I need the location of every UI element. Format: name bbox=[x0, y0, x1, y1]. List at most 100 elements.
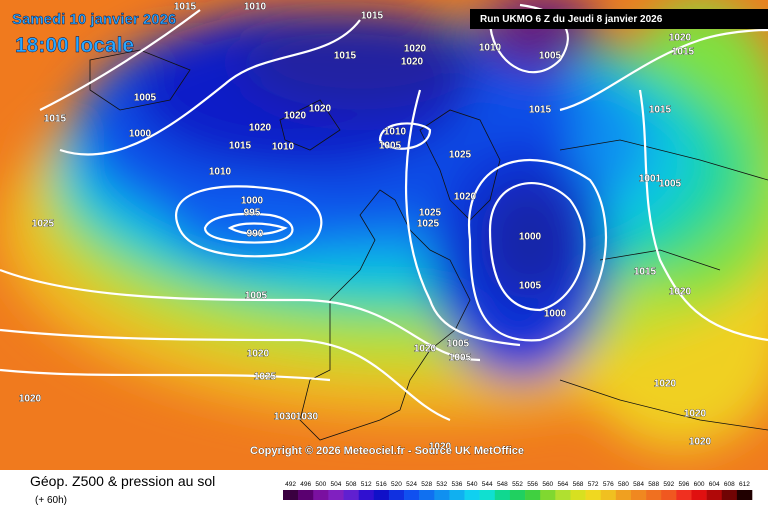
colorbar-swatch bbox=[509, 490, 526, 500]
isobar-label: 1020 bbox=[401, 57, 424, 68]
isobar-label: 1015 bbox=[361, 11, 384, 22]
colorbar-label: 492 bbox=[285, 481, 296, 488]
colorbar-swatch bbox=[298, 490, 314, 500]
field: 1015 101010151020101510201010100510201015… bbox=[0, 0, 768, 470]
colorbar-label: 516 bbox=[376, 481, 387, 488]
isobar-label: 995 bbox=[244, 208, 261, 219]
isobar-label: 1005 bbox=[134, 93, 157, 104]
colorbar-swatch bbox=[555, 490, 571, 500]
colorbar-label: 576 bbox=[603, 481, 614, 488]
colorbar-label: 520 bbox=[391, 481, 402, 488]
isobar-label: 1010 bbox=[244, 2, 267, 13]
isobar-label: 1020 bbox=[247, 349, 270, 360]
colorbar-swatch bbox=[676, 490, 692, 500]
colorbar-label: 584 bbox=[633, 481, 644, 488]
valid-date: Samedi 10 janvier 2026 bbox=[12, 11, 176, 28]
colorbar-label: 496 bbox=[300, 481, 311, 488]
colorbar-swatch bbox=[706, 490, 723, 500]
colorbar-label: 564 bbox=[557, 481, 568, 488]
colorbar-label: 508 bbox=[346, 481, 357, 488]
colorbar-swatch bbox=[479, 490, 496, 500]
isobar-label: 1015 bbox=[672, 47, 695, 58]
isobar-label: 1015 bbox=[649, 105, 672, 116]
colorbar-label: 592 bbox=[663, 481, 674, 488]
colorbar-label: 568 bbox=[573, 481, 584, 488]
colorbar-label: 572 bbox=[588, 481, 599, 488]
colorbar-swatch bbox=[464, 490, 480, 500]
isobar-label: 1015 bbox=[174, 2, 197, 13]
isobar-label: 1020 bbox=[669, 287, 692, 298]
isobar-label: 1020 bbox=[19, 394, 42, 405]
isobar-label: 1010 bbox=[384, 127, 407, 138]
isobar-label: 1015 bbox=[44, 114, 67, 125]
isobar-label: 1020 bbox=[249, 123, 272, 134]
colorbar-label: 552 bbox=[512, 481, 523, 488]
colorbar-swatch bbox=[343, 490, 359, 500]
colorbar-swatch bbox=[721, 490, 738, 500]
colorbar: 492 496 500 504 508 512 516 520 524 528 532 536 540 5… bbox=[283, 481, 753, 500]
colorbar-swatch bbox=[661, 490, 677, 500]
colorbar-label: 524 bbox=[406, 481, 417, 488]
colorbar-swatch bbox=[434, 490, 450, 500]
run-box bbox=[470, 9, 768, 29]
isobar-label: 1020 bbox=[429, 442, 452, 453]
colorbar-swatch bbox=[328, 490, 344, 500]
run-info: Run UKMO 6 Z du Jeudi 8 janvier 2026 bbox=[480, 14, 663, 25]
valid-time: 18:00 locale bbox=[15, 34, 134, 57]
isobar-label: 1005 bbox=[519, 281, 542, 292]
isobar-label: 1005 bbox=[449, 353, 472, 364]
colorbar-label: 604 bbox=[709, 481, 720, 488]
colorbar-label: 556 bbox=[527, 481, 538, 488]
colorbar-label: 512 bbox=[361, 481, 372, 488]
isobar-label: 1020 bbox=[404, 44, 427, 55]
colorbar-label: 596 bbox=[678, 481, 689, 488]
isobar-label: 1010 bbox=[209, 167, 232, 178]
isobar-label: 1025 bbox=[254, 372, 277, 383]
colorbar-label: 540 bbox=[467, 481, 478, 488]
isobar-label: 1025 bbox=[32, 219, 55, 230]
colorbar-label: 600 bbox=[694, 481, 705, 488]
isobar-label: 1005 bbox=[245, 291, 268, 302]
isobar-label: 1030 bbox=[296, 412, 319, 423]
isobar-label: 1020 bbox=[689, 437, 712, 448]
isobar-label: 1025 bbox=[417, 219, 440, 230]
isobar-label: 1015 bbox=[634, 267, 657, 278]
colorbar-swatch bbox=[494, 490, 511, 500]
isobar-label: 990 bbox=[247, 229, 264, 240]
colorbar-swatch bbox=[615, 490, 632, 500]
colorbar-swatch bbox=[373, 490, 390, 500]
isobar-label: 1005 bbox=[379, 141, 402, 152]
colorbar-swatch bbox=[630, 490, 647, 500]
isobar-label: 1020 bbox=[454, 192, 477, 203]
colorbar-swatch bbox=[388, 490, 405, 500]
colorbar-swatch bbox=[736, 490, 753, 500]
isobar-label: 1005 bbox=[659, 179, 682, 190]
colorbar-swatch bbox=[283, 490, 299, 500]
colorbar-swatch bbox=[313, 490, 329, 500]
colorbar-label: 580 bbox=[618, 481, 629, 488]
isobar-lines bbox=[0, 3, 768, 422]
isobar-label: 1015 bbox=[229, 141, 252, 152]
colorbar-label: 612 bbox=[739, 481, 750, 488]
isobar-label: 1015 bbox=[529, 105, 552, 116]
colorbar-swatch bbox=[525, 490, 541, 500]
colorbar-swatch bbox=[449, 490, 465, 500]
footer-lead: (+ 60h) bbox=[35, 495, 67, 506]
colorbar-swatch bbox=[540, 490, 556, 500]
isobar-label: 1015 bbox=[334, 51, 357, 62]
colorbar-label: 560 bbox=[542, 481, 553, 488]
isobar-label: 1005 bbox=[539, 51, 562, 62]
colorbar-swatch bbox=[646, 490, 662, 500]
isobar-label: 1010 bbox=[272, 142, 295, 153]
isobar-label: 1020 bbox=[654, 379, 677, 390]
colorbar-label: 588 bbox=[648, 481, 659, 488]
isobar-label: 1010 bbox=[479, 43, 502, 54]
footer-title: Géop. Z500 & pression au sol bbox=[30, 473, 215, 489]
isobar-label: 1005 bbox=[447, 339, 470, 350]
colorbar-label: 528 bbox=[421, 481, 432, 488]
isobar-label: 1000 bbox=[129, 129, 152, 140]
colorbar-swatch bbox=[570, 490, 586, 500]
colorbar-swatch bbox=[419, 490, 435, 500]
isobar-label: 1020 bbox=[669, 33, 692, 44]
colorbar-label: 500 bbox=[315, 481, 326, 488]
